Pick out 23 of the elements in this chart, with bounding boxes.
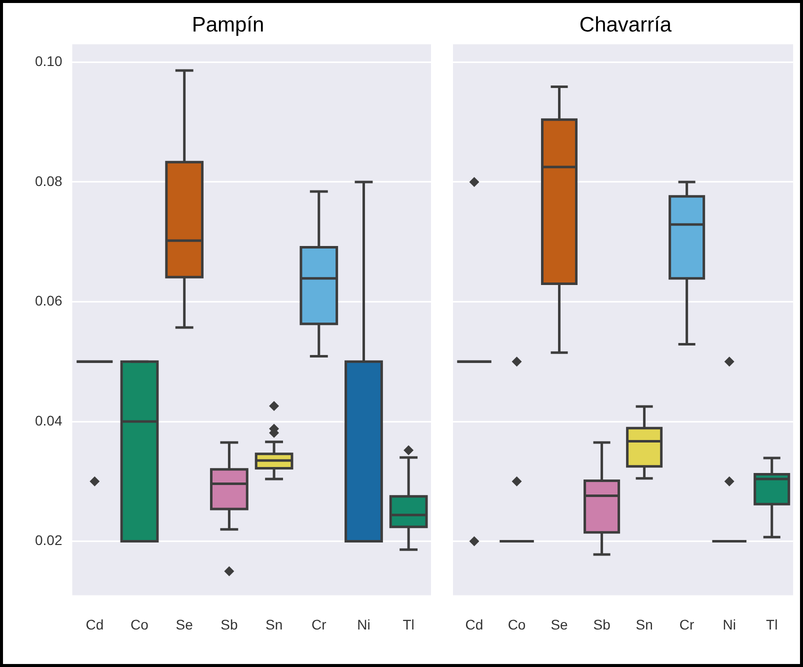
x-tick-label: Ni [357, 616, 370, 632]
x-tick-label: Ni [722, 616, 736, 632]
x-tick-label: Co [130, 616, 149, 632]
x-tick-label: Sb [593, 616, 611, 632]
y-tick-label: 0.08 [35, 172, 62, 189]
x-tick-label: Se [176, 616, 194, 632]
x-tick-label: Cr [312, 616, 327, 632]
chart-title: Pampín [192, 13, 264, 36]
y-tick-label: 0.06 [35, 292, 62, 309]
x-tick-label: Tl [402, 616, 414, 632]
x-tick-label: Cr [679, 616, 695, 632]
y-tick-label: 0.10 [35, 53, 62, 70]
x-tick-label: Sn [636, 616, 653, 632]
x-tick-label: Sb [220, 616, 238, 632]
x-tick-label: Sn [265, 616, 283, 632]
x-tick-label: Cd [465, 616, 484, 632]
y-tick-label: 0.02 [35, 532, 62, 548]
x-tick-label: Se [550, 616, 568, 632]
y-tick-label: 0.04 [35, 412, 62, 428]
chart-title: Chavarría [579, 13, 672, 36]
x-tick-label: Tl [766, 616, 778, 632]
x-tick-label: Cd [86, 616, 104, 632]
x-tick-label: Co [508, 616, 526, 632]
